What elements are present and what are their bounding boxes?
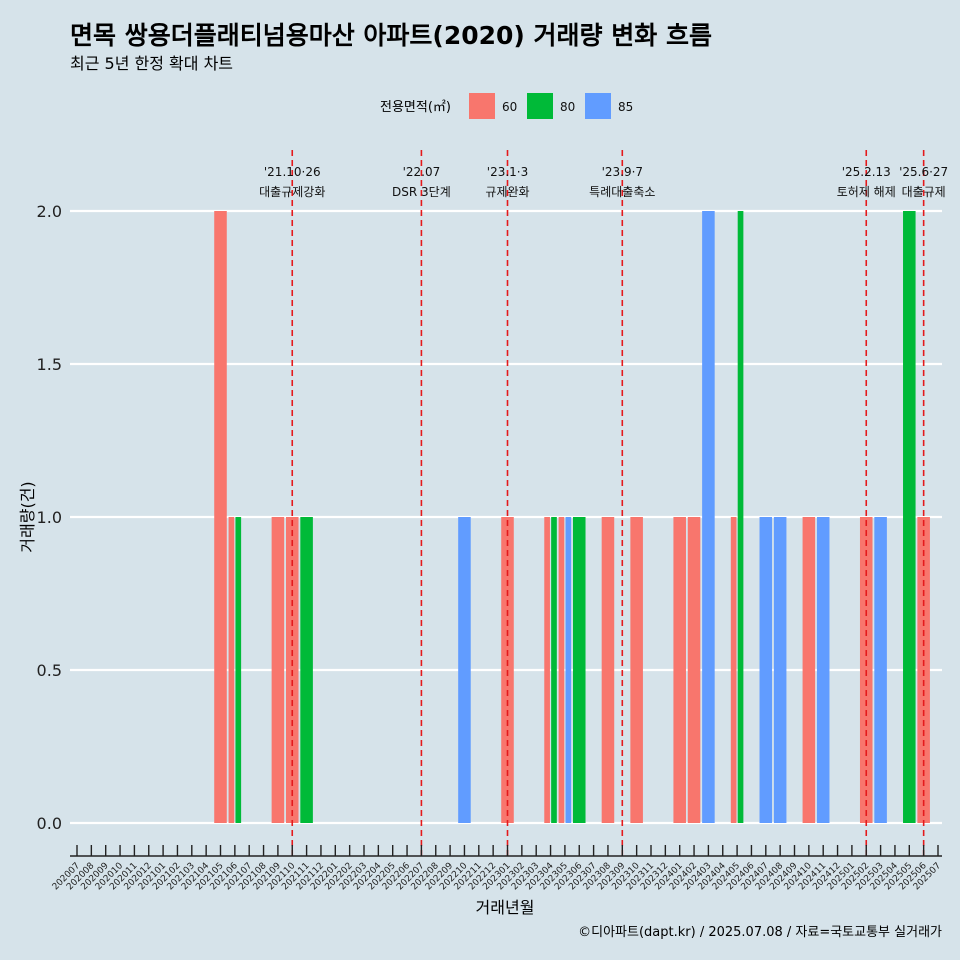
legend-label: 85 bbox=[618, 100, 633, 114]
event-label: DSR 3단계 bbox=[392, 185, 451, 199]
bar-202105-60 bbox=[214, 211, 227, 823]
bar-202304-80 bbox=[551, 517, 557, 823]
bar-202411-85 bbox=[816, 517, 830, 823]
bar-202304-60 bbox=[544, 517, 550, 823]
bar-202305-60 bbox=[558, 517, 565, 823]
event-date: '22.07 bbox=[403, 165, 441, 179]
y-tick-label: 0.5 bbox=[37, 661, 62, 680]
bar-202109-60 bbox=[271, 517, 285, 823]
bar-202503-85 bbox=[874, 517, 887, 823]
bar-202308-60 bbox=[601, 517, 615, 823]
bar-202310-60 bbox=[630, 517, 643, 823]
x-axis: 2020072020082020092020102020112020122021… bbox=[51, 845, 943, 892]
event-lines: '21.10·26 대출규제강화 '22.07 DSR 3단계 '23.1·3 규제완화 '… bbox=[259, 150, 948, 856]
bar-202306-80 bbox=[572, 517, 586, 823]
y-tick-label: 0.0 bbox=[37, 814, 62, 833]
bar-202402-60 bbox=[687, 517, 701, 823]
bar-202505-80 bbox=[903, 211, 916, 823]
legend-swatch bbox=[527, 93, 553, 119]
y-tick-label: 2.0 bbox=[37, 202, 62, 221]
legend-swatch bbox=[585, 93, 611, 119]
legend: 60 80 85 bbox=[469, 93, 633, 119]
bar-202106-80 bbox=[235, 517, 242, 823]
event-label: 토허제 해제 bbox=[837, 185, 896, 199]
chart-subtitle: 최근 5년 한정 확대 차트 bbox=[70, 54, 233, 73]
bar-202407-85 bbox=[759, 517, 773, 823]
event-date: '25.2.13 bbox=[842, 165, 891, 179]
legend-label: 60 bbox=[502, 100, 517, 114]
legend-swatch bbox=[469, 93, 495, 119]
event-date: '25.6·27 bbox=[899, 165, 948, 179]
event-label: 대출규제강화 bbox=[259, 185, 325, 199]
event-label: 특례대출축소 bbox=[589, 185, 655, 199]
y-tick-label: 1.5 bbox=[37, 355, 62, 374]
bar-202405-60 bbox=[730, 517, 737, 823]
bar-202405-80 bbox=[737, 211, 744, 823]
caption: ©디아파트(dapt.kr) / 2025.07.08 / 자료=국토교통부 실… bbox=[578, 925, 942, 940]
bar-202410-60 bbox=[802, 517, 816, 823]
bar-202111-80 bbox=[300, 517, 313, 823]
y-tick-label: 1.0 bbox=[37, 508, 62, 527]
legend-label: 80 bbox=[560, 100, 575, 114]
event-date: '21.10·26 bbox=[264, 165, 321, 179]
bar-202305-85 bbox=[565, 517, 572, 823]
bar-202106-60 bbox=[228, 517, 235, 823]
chart-title: 면목 쌍용더플래티넘용마산 아파트(2020) 거래량 변화 흐름 bbox=[70, 21, 712, 50]
bar-202401-60 bbox=[673, 517, 686, 823]
legend-title: 전용면적(㎡) bbox=[380, 100, 451, 115]
event-label: 규제완화 bbox=[485, 185, 529, 199]
event-date: '23.9·7 bbox=[602, 165, 643, 179]
bar-202403-85 bbox=[702, 211, 715, 823]
bar-202210-85 bbox=[458, 517, 471, 823]
x-axis-label: 거래년월 bbox=[476, 898, 535, 917]
y-axis-label: 거래량(건) bbox=[18, 481, 37, 552]
event-label: 대출규제 bbox=[902, 185, 946, 199]
bar-202408-85 bbox=[773, 517, 787, 823]
event-date: '23.1·3 bbox=[487, 165, 528, 179]
